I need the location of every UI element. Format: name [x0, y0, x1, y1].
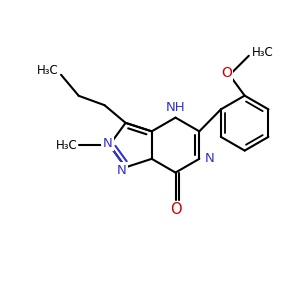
Text: H₃C: H₃C [36, 64, 58, 77]
Text: H₃C: H₃C [56, 139, 77, 152]
Text: O: O [170, 202, 181, 217]
Text: H₃C: H₃C [252, 46, 273, 59]
Text: O: O [221, 66, 232, 80]
Text: N: N [204, 152, 214, 165]
Text: N: N [103, 136, 112, 150]
Text: N: N [117, 164, 127, 177]
Text: NH: NH [166, 101, 185, 114]
